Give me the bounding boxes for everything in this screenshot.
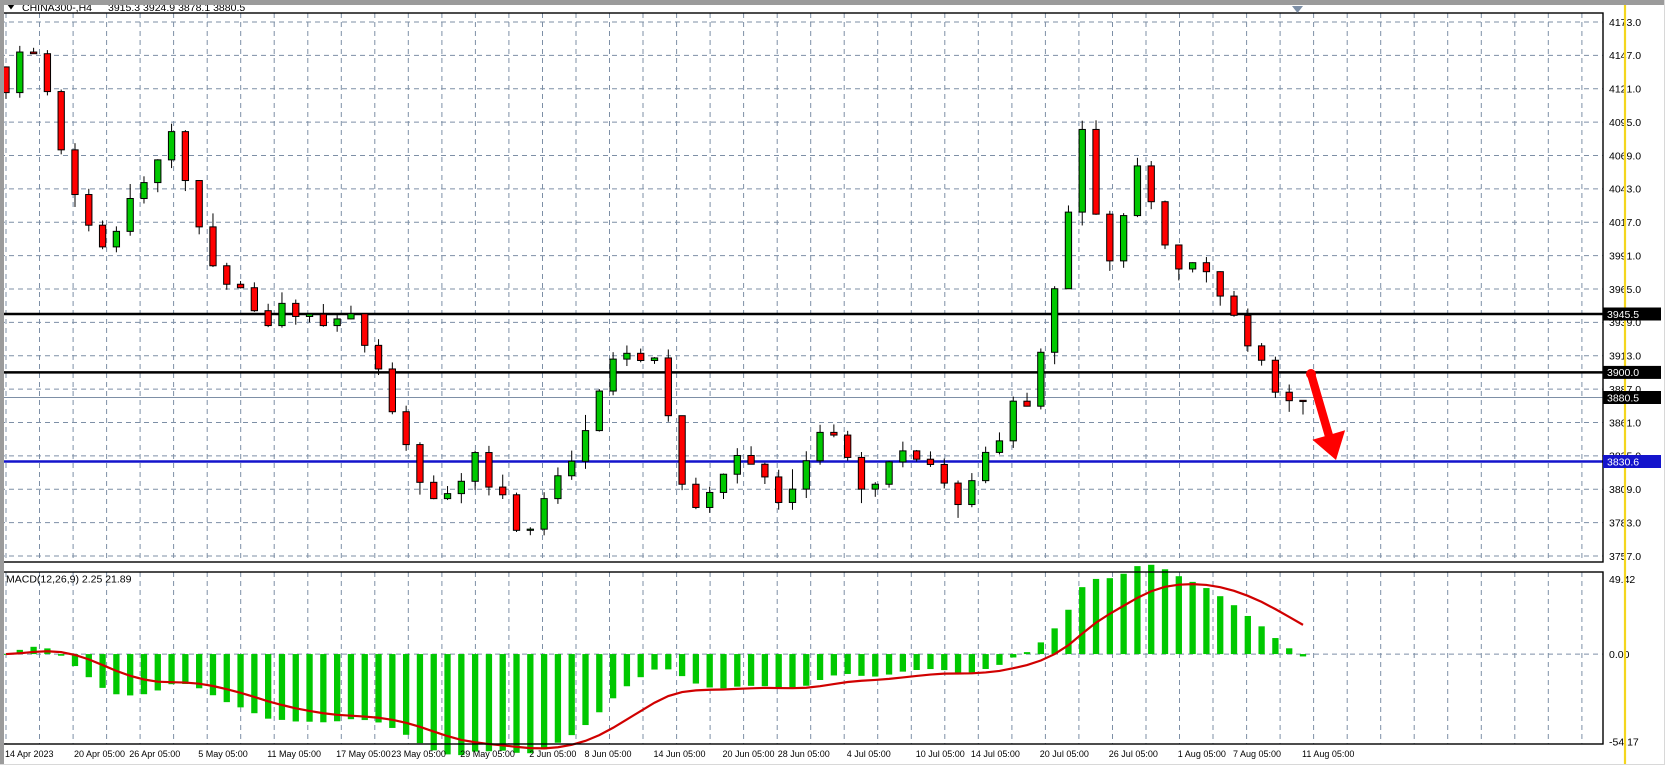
svg-text:3945.5: 3945.5 (1607, 309, 1639, 321)
svg-text:20 Jul 05:00: 20 Jul 05:00 (1040, 749, 1089, 759)
svg-text:10 Jul 05:00: 10 Jul 05:00 (916, 749, 965, 759)
svg-text:7 Aug 05:00: 7 Aug 05:00 (1233, 749, 1281, 759)
svg-text:5 May 05:00: 5 May 05:00 (198, 749, 248, 759)
svg-text:20 Jun 05:00: 20 Jun 05:00 (723, 749, 775, 759)
svg-text:26 Jul 05:00: 26 Jul 05:00 (1109, 749, 1158, 759)
svg-text:28 Jun 05:00: 28 Jun 05:00 (778, 749, 830, 759)
svg-text:1 Aug 05:00: 1 Aug 05:00 (1178, 749, 1226, 759)
svg-text:14 Jul 05:00: 14 Jul 05:00 (971, 749, 1020, 759)
svg-text:26 Apr 05:00: 26 Apr 05:00 (129, 749, 180, 759)
svg-text:14 Apr 2023: 14 Apr 2023 (5, 749, 54, 759)
svg-text:11 Aug 05:00: 11 Aug 05:00 (1302, 749, 1354, 759)
svg-text:3880.5: 3880.5 (1607, 392, 1639, 404)
svg-text:8 Jun 05:00: 8 Jun 05:00 (585, 749, 632, 759)
svg-text:11 May 05:00: 11 May 05:00 (267, 749, 321, 759)
svg-text:23 May 05:00: 23 May 05:00 (391, 749, 446, 759)
svg-text:4 Jul 05:00: 4 Jul 05:00 (847, 749, 891, 759)
svg-text:3830.6: 3830.6 (1607, 456, 1639, 468)
svg-text:2 Jun 05:00: 2 Jun 05:00 (529, 749, 576, 759)
svg-text:17 May 05:00: 17 May 05:00 (336, 749, 391, 759)
svg-text:14 Jun 05:00: 14 Jun 05:00 (654, 749, 706, 759)
svg-text:0.00: 0.00 (1609, 649, 1630, 661)
svg-text:3900.0: 3900.0 (1607, 367, 1639, 379)
svg-text:49.42: 49.42 (1609, 574, 1635, 586)
svg-text:20 Apr 05:00: 20 Apr 05:00 (74, 749, 125, 759)
svg-text:29 May 05:00: 29 May 05:00 (460, 749, 515, 759)
svg-text:MACD(12,26,9) 2.25 21.89: MACD(12,26,9) 2.25 21.89 (6, 574, 132, 586)
